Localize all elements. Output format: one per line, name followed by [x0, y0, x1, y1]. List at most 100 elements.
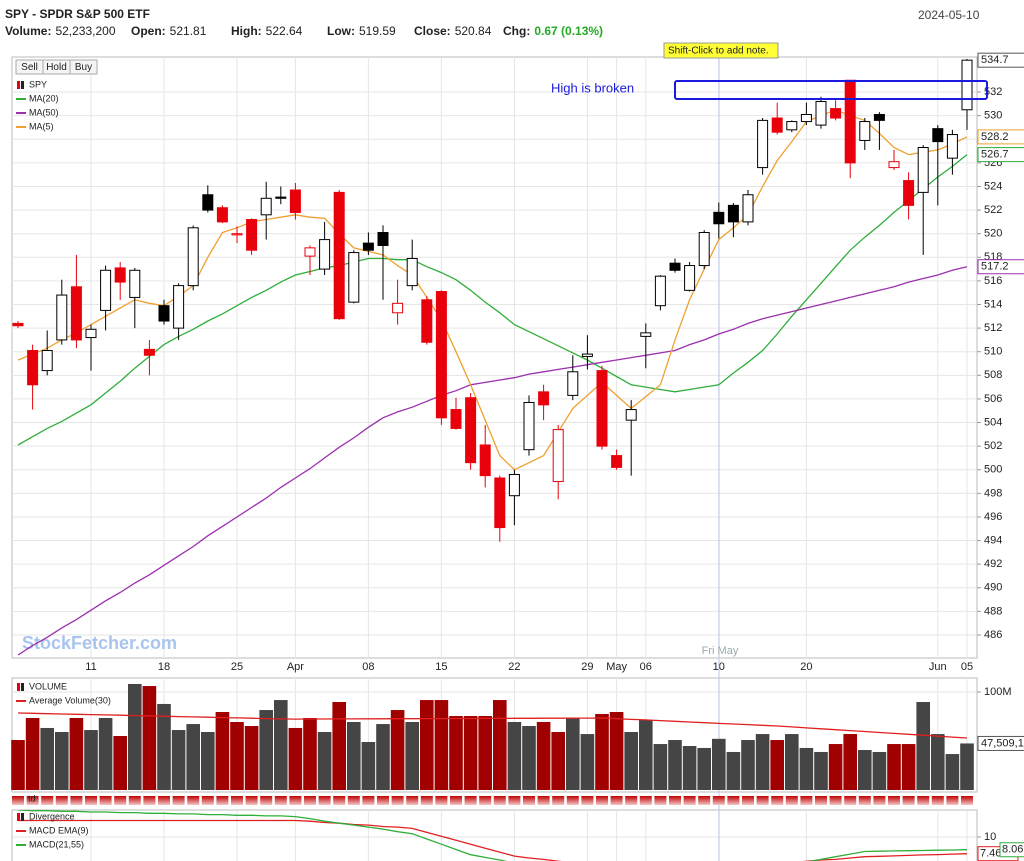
- td-strip-cell: [318, 796, 331, 805]
- volume-bar: [113, 736, 127, 790]
- volume-bar: [580, 734, 595, 790]
- stat-value: 52,233,200: [55, 24, 115, 38]
- legend-label: MA(50): [29, 107, 59, 117]
- candle-body: [713, 211, 725, 225]
- note-tooltip: [663, 42, 779, 59]
- candle-body: [698, 232, 710, 267]
- x-tick-label: 20: [800, 661, 812, 673]
- candle-body: [27, 350, 39, 386]
- candle-body: [392, 302, 404, 314]
- watermark: StockFetcher.com: [22, 633, 177, 653]
- volume-bar: [84, 730, 98, 790]
- stat: Open: 521.81: [131, 24, 207, 38]
- td-strip-cell: [639, 796, 652, 805]
- line-series: [17, 266, 968, 656]
- candle-body: [260, 197, 272, 216]
- candle-body: [450, 409, 462, 429]
- candle-body: [435, 291, 447, 419]
- legend-label: MA(5): [29, 121, 54, 131]
- legend-label: Divergence: [29, 811, 75, 821]
- button-label[interactable]: Hold: [46, 62, 67, 73]
- td-strip-cell: [742, 796, 754, 805]
- y-tick-label: 508: [984, 369, 1002, 381]
- td-strip-cell: [625, 796, 638, 805]
- candle-body: [246, 219, 258, 251]
- note-text: Shift-Click to add note.: [668, 46, 769, 57]
- stat-value: 519.59: [359, 24, 396, 38]
- td-strip-cell: [537, 796, 550, 805]
- x-tick-label: 29: [581, 661, 593, 673]
- td-strip-cell: [712, 796, 725, 805]
- price-tag-label: 534.7: [981, 54, 1009, 66]
- y-tick-label: 516: [984, 275, 1002, 287]
- candle-body: [727, 204, 739, 223]
- volume-bar: [799, 747, 814, 790]
- td-strip-cell: [683, 796, 696, 805]
- candle-body: [625, 409, 637, 421]
- volume-tag: [977, 735, 1024, 751]
- candle-body: [844, 79, 856, 164]
- price-tag: [977, 147, 1024, 163]
- volume-bar: [755, 734, 770, 790]
- y-tick-label: 100M: [984, 686, 1012, 698]
- legend-icon: [21, 813, 24, 821]
- volume-bar: [843, 734, 857, 790]
- volume-bar: [390, 710, 405, 790]
- volume-bar: [828, 744, 843, 790]
- candle-body: [289, 189, 301, 213]
- volume-bar: [303, 717, 317, 790]
- candle-body: [523, 401, 535, 451]
- legend-label: MACD(21,55): [29, 839, 84, 849]
- volume-bar: [347, 721, 361, 790]
- candle-body: [771, 117, 783, 133]
- y-tick-label: 490: [984, 582, 1002, 594]
- td-strip-cell: [771, 796, 784, 805]
- y-tick-label: 496: [984, 511, 1002, 523]
- volume-bar: [814, 751, 828, 790]
- y-tick-label: 506: [984, 393, 1002, 405]
- y-tick-label: 494: [984, 534, 1002, 546]
- td-strip-cell: [566, 796, 579, 805]
- volume-bar: [653, 744, 668, 790]
- candle-body: [187, 227, 199, 287]
- y-tick-label: 488: [984, 605, 1002, 617]
- volume-bar: [624, 731, 638, 790]
- td-strip-cell: [961, 796, 973, 805]
- y-tick-label: 530: [984, 110, 1002, 122]
- macd-panel: [11, 809, 978, 861]
- candle-body: [158, 305, 170, 322]
- td-strip-cell: [274, 796, 287, 805]
- legend-icon: [21, 683, 24, 691]
- td-strip-cell: [420, 796, 433, 805]
- td-strip-cell: [931, 796, 944, 805]
- symbol-title: SPY - SPDR S&P 500 ETF: [5, 7, 150, 21]
- button-label[interactable]: Sell: [21, 62, 38, 73]
- td-strip-cell: [41, 796, 54, 805]
- stats-row: Volume: 52,233,200 Open: 521.81 High: 522.64 L…: [5, 24, 603, 38]
- td-strip-cell: [362, 796, 375, 805]
- candle-body: [654, 275, 666, 307]
- y-tick-label: 504: [984, 416, 1002, 428]
- candle-body: [129, 269, 141, 298]
- button-label[interactable]: Buy: [75, 62, 92, 73]
- volume-bar: [507, 721, 522, 790]
- td-strip-cell: [450, 796, 462, 805]
- stat-label: Open:: [131, 24, 166, 38]
- candle-body: [961, 59, 973, 111]
- td-strip-cell: [143, 796, 156, 805]
- x-tick-label: 06: [640, 661, 652, 673]
- button[interactable]: [69, 59, 98, 75]
- y-tick-label: 492: [984, 558, 1002, 570]
- candle-body: [100, 269, 112, 311]
- y-tick-label: 532: [984, 86, 1002, 98]
- candle-body: [611, 455, 623, 468]
- td-strip-cell: [596, 796, 608, 805]
- y-tick-label: 10: [984, 831, 996, 843]
- volume-bar: [595, 713, 609, 790]
- td-strip-cell: [815, 796, 827, 805]
- stat: Close: 520.84: [414, 24, 492, 38]
- volume-bar: [449, 716, 463, 790]
- candle-body: [888, 161, 900, 169]
- td-strip-cell: [391, 796, 404, 805]
